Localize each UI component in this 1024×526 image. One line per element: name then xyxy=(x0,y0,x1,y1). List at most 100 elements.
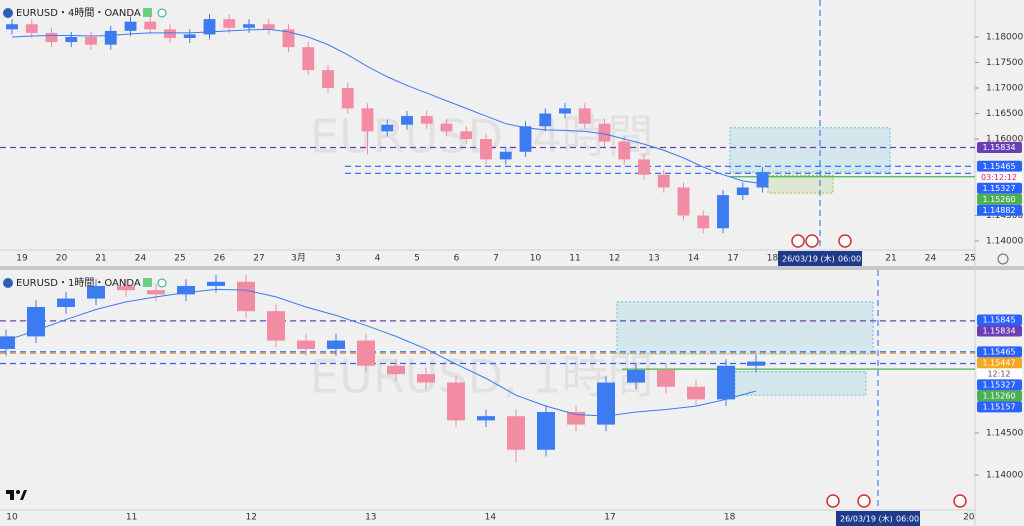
y-tick-label: 1.16500 xyxy=(986,109,1023,119)
x-tick-label: 21 xyxy=(95,254,106,264)
x-tick-label: 12 xyxy=(609,254,620,264)
zone xyxy=(767,174,834,194)
candle-body xyxy=(638,159,650,175)
candle-body xyxy=(302,47,315,71)
candle-body xyxy=(507,416,525,450)
candle-body xyxy=(420,116,433,124)
x-tick-label: 3 xyxy=(335,254,341,264)
event-icon xyxy=(857,494,871,508)
event-icon xyxy=(791,234,805,248)
candle-body xyxy=(297,340,315,349)
settings-icon[interactable] xyxy=(997,253,1009,265)
x-tick-label: 25 xyxy=(964,254,975,264)
candle-body xyxy=(401,116,413,125)
x-tick-label: 24 xyxy=(925,254,937,264)
candle-body xyxy=(417,374,435,383)
price-badge-label: 1.15834 xyxy=(982,143,1015,152)
candle-body xyxy=(177,285,195,295)
x-tick-label: 20 xyxy=(963,513,975,523)
legend-flag xyxy=(143,278,152,287)
crosshair-date: 26/03/19 (木) xyxy=(782,254,835,264)
candle-body xyxy=(717,365,735,400)
candle-body xyxy=(357,340,375,366)
y-tick-label: 1.14500 xyxy=(986,211,1023,221)
candle-body xyxy=(627,369,645,383)
candle-body xyxy=(341,87,354,109)
y-tick-label: 1.18000 xyxy=(986,32,1023,42)
crosshair-time: 06:00 xyxy=(838,255,861,264)
x-tick-label: 11 xyxy=(126,513,137,523)
candle-body xyxy=(387,365,405,375)
panel-separator xyxy=(0,266,1024,270)
price-badge-label: 1.15465 xyxy=(982,162,1015,171)
moving-average xyxy=(11,28,763,185)
candle-body xyxy=(237,281,255,312)
candle-body xyxy=(85,36,97,45)
candle-body xyxy=(0,336,15,349)
candle-body xyxy=(25,24,38,33)
price-badge-label: 1.15260 xyxy=(982,195,1015,204)
x-tick-label: 7 xyxy=(493,254,499,264)
candle-body xyxy=(45,32,58,43)
x-tick-label: 18 xyxy=(767,254,779,264)
x-tick-label: 17 xyxy=(727,254,738,264)
price-badge xyxy=(977,390,1022,402)
x-tick-label: 11 xyxy=(569,254,580,264)
candle-body xyxy=(687,386,705,400)
x-tick-label: 5 xyxy=(414,254,420,264)
candle-body xyxy=(537,411,555,450)
price-badge xyxy=(977,193,1022,205)
price-badge xyxy=(977,204,1022,216)
price-badge-label: 1.15465 xyxy=(982,347,1015,356)
x-tick-label: 13 xyxy=(648,254,659,264)
candle-body xyxy=(697,215,710,229)
candle-body xyxy=(460,131,473,140)
x-tick-label: 19 xyxy=(16,254,28,264)
price-badge xyxy=(977,171,1022,183)
candle-body xyxy=(567,411,585,425)
x-tick-label: 21 xyxy=(885,254,896,264)
candle-body xyxy=(147,290,165,295)
candle-body xyxy=(440,123,453,132)
candle-body xyxy=(618,141,631,160)
candle-body xyxy=(57,298,75,307)
price-badge-label: 1.15834 xyxy=(982,326,1015,335)
price-badge-label: 12:12 xyxy=(987,369,1010,378)
zone xyxy=(729,127,891,173)
y-tick-label: 1.14500 xyxy=(986,428,1023,438)
moving-average xyxy=(5,288,757,417)
price-badge-label: 1.15157 xyxy=(982,402,1015,411)
candle-body xyxy=(117,285,135,291)
candle-body xyxy=(65,36,78,43)
x-tick-label: 17 xyxy=(604,513,615,523)
price-badge-label: 1.15845 xyxy=(982,315,1015,324)
candle-body xyxy=(223,19,236,28)
candle-body xyxy=(262,24,275,30)
x-tick-label: 6 xyxy=(454,254,460,264)
x-tick-label: 20 xyxy=(56,254,68,264)
event-icon xyxy=(805,234,819,248)
y-tick-label: 1.14000 xyxy=(986,237,1023,247)
y-tick-label: 1.17000 xyxy=(986,83,1023,93)
candle-body xyxy=(322,70,334,88)
zone xyxy=(616,301,874,355)
candle-body xyxy=(207,281,225,286)
candle-body xyxy=(282,29,295,48)
price-badge xyxy=(977,368,1022,380)
panel: EURUSD, 4時間1.180001.175001.170001.165001… xyxy=(0,0,1023,266)
candle-body xyxy=(519,126,532,152)
candle-body xyxy=(183,34,196,39)
candle-body xyxy=(243,24,255,28)
price-badge xyxy=(977,379,1022,391)
tv-logo xyxy=(6,490,27,500)
candle-body xyxy=(736,187,749,196)
y-tick-label: 1.16000 xyxy=(986,135,1023,145)
candle-body xyxy=(164,29,176,39)
x-tick-label: 27 xyxy=(253,254,264,264)
candle-body xyxy=(477,416,495,421)
price-badge-label: 1.15447 xyxy=(982,358,1015,367)
candle-body xyxy=(657,369,675,387)
crosshair-date: 26/03/19 (木) xyxy=(840,514,893,524)
